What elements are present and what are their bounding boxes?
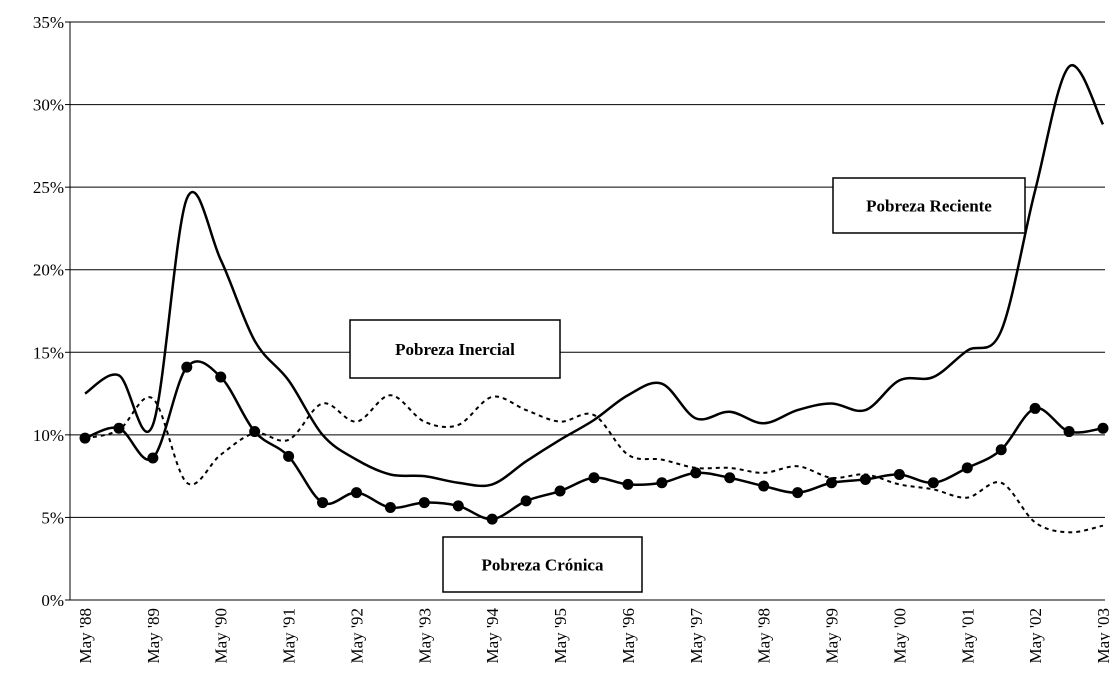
marker (181, 361, 193, 373)
y-tick-label: 35% (33, 13, 64, 32)
marker (79, 432, 91, 444)
marker (859, 473, 871, 485)
label-box (349, 319, 561, 379)
x-tick-label: May '02 (1026, 608, 1045, 663)
x-tick-label: May '89 (144, 608, 163, 663)
marker (283, 450, 295, 462)
marker (486, 513, 498, 525)
marker (792, 487, 804, 499)
marker (758, 480, 770, 492)
x-tick-label: May '88 (76, 608, 95, 663)
marker (554, 485, 566, 497)
y-tick-label: 10% (33, 426, 64, 445)
y-tick-label: 15% (33, 343, 64, 362)
marker (1063, 426, 1075, 438)
marker (826, 477, 838, 489)
marker (893, 468, 905, 480)
marker (927, 477, 939, 489)
y-tick-label: 0% (41, 591, 64, 610)
marker (249, 426, 261, 438)
marker (350, 487, 362, 499)
marker (961, 462, 973, 474)
marker (622, 478, 634, 490)
marker (520, 495, 532, 507)
marker (147, 452, 159, 464)
series-line (84, 64, 1105, 488)
marker (690, 467, 702, 479)
marker (995, 444, 1007, 456)
marker (418, 497, 430, 509)
x-tick-label: May '93 (415, 608, 434, 663)
y-tick-label: 20% (33, 261, 64, 280)
marker (215, 371, 227, 383)
marker (452, 500, 464, 512)
x-tick-label: May '96 (619, 608, 638, 663)
x-tick-label: May '91 (280, 608, 299, 663)
series-label: Pobreza Inercial (395, 340, 515, 359)
x-tick-label: May '98 (755, 608, 774, 663)
x-tick-label: May '01 (958, 608, 977, 663)
x-tick-label: May '90 (212, 608, 231, 663)
y-tick-label: 25% (33, 178, 64, 197)
marker (384, 502, 396, 514)
marker (656, 477, 668, 489)
x-tick-label: May '00 (890, 608, 909, 663)
marker (724, 472, 736, 484)
series-label: Pobreza Crónica (482, 556, 604, 575)
x-tick-label: May '92 (347, 608, 366, 663)
x-tick-label: May '97 (687, 608, 706, 664)
label-box (442, 536, 643, 593)
marker (317, 497, 329, 509)
label-box (832, 177, 1026, 234)
marker (588, 472, 600, 484)
series-line (84, 394, 1104, 534)
marker (113, 422, 125, 434)
y-tick-label: 30% (33, 96, 64, 115)
x-tick-label: May '99 (823, 608, 842, 663)
series-label: Pobreza Reciente (866, 197, 992, 216)
marker (1097, 422, 1109, 434)
x-tick-label: May '94 (483, 608, 502, 664)
x-tick-label: May '03 (1094, 608, 1110, 663)
marker (1029, 402, 1041, 414)
x-tick-label: May '95 (551, 608, 570, 663)
y-tick-label: 5% (41, 508, 64, 527)
